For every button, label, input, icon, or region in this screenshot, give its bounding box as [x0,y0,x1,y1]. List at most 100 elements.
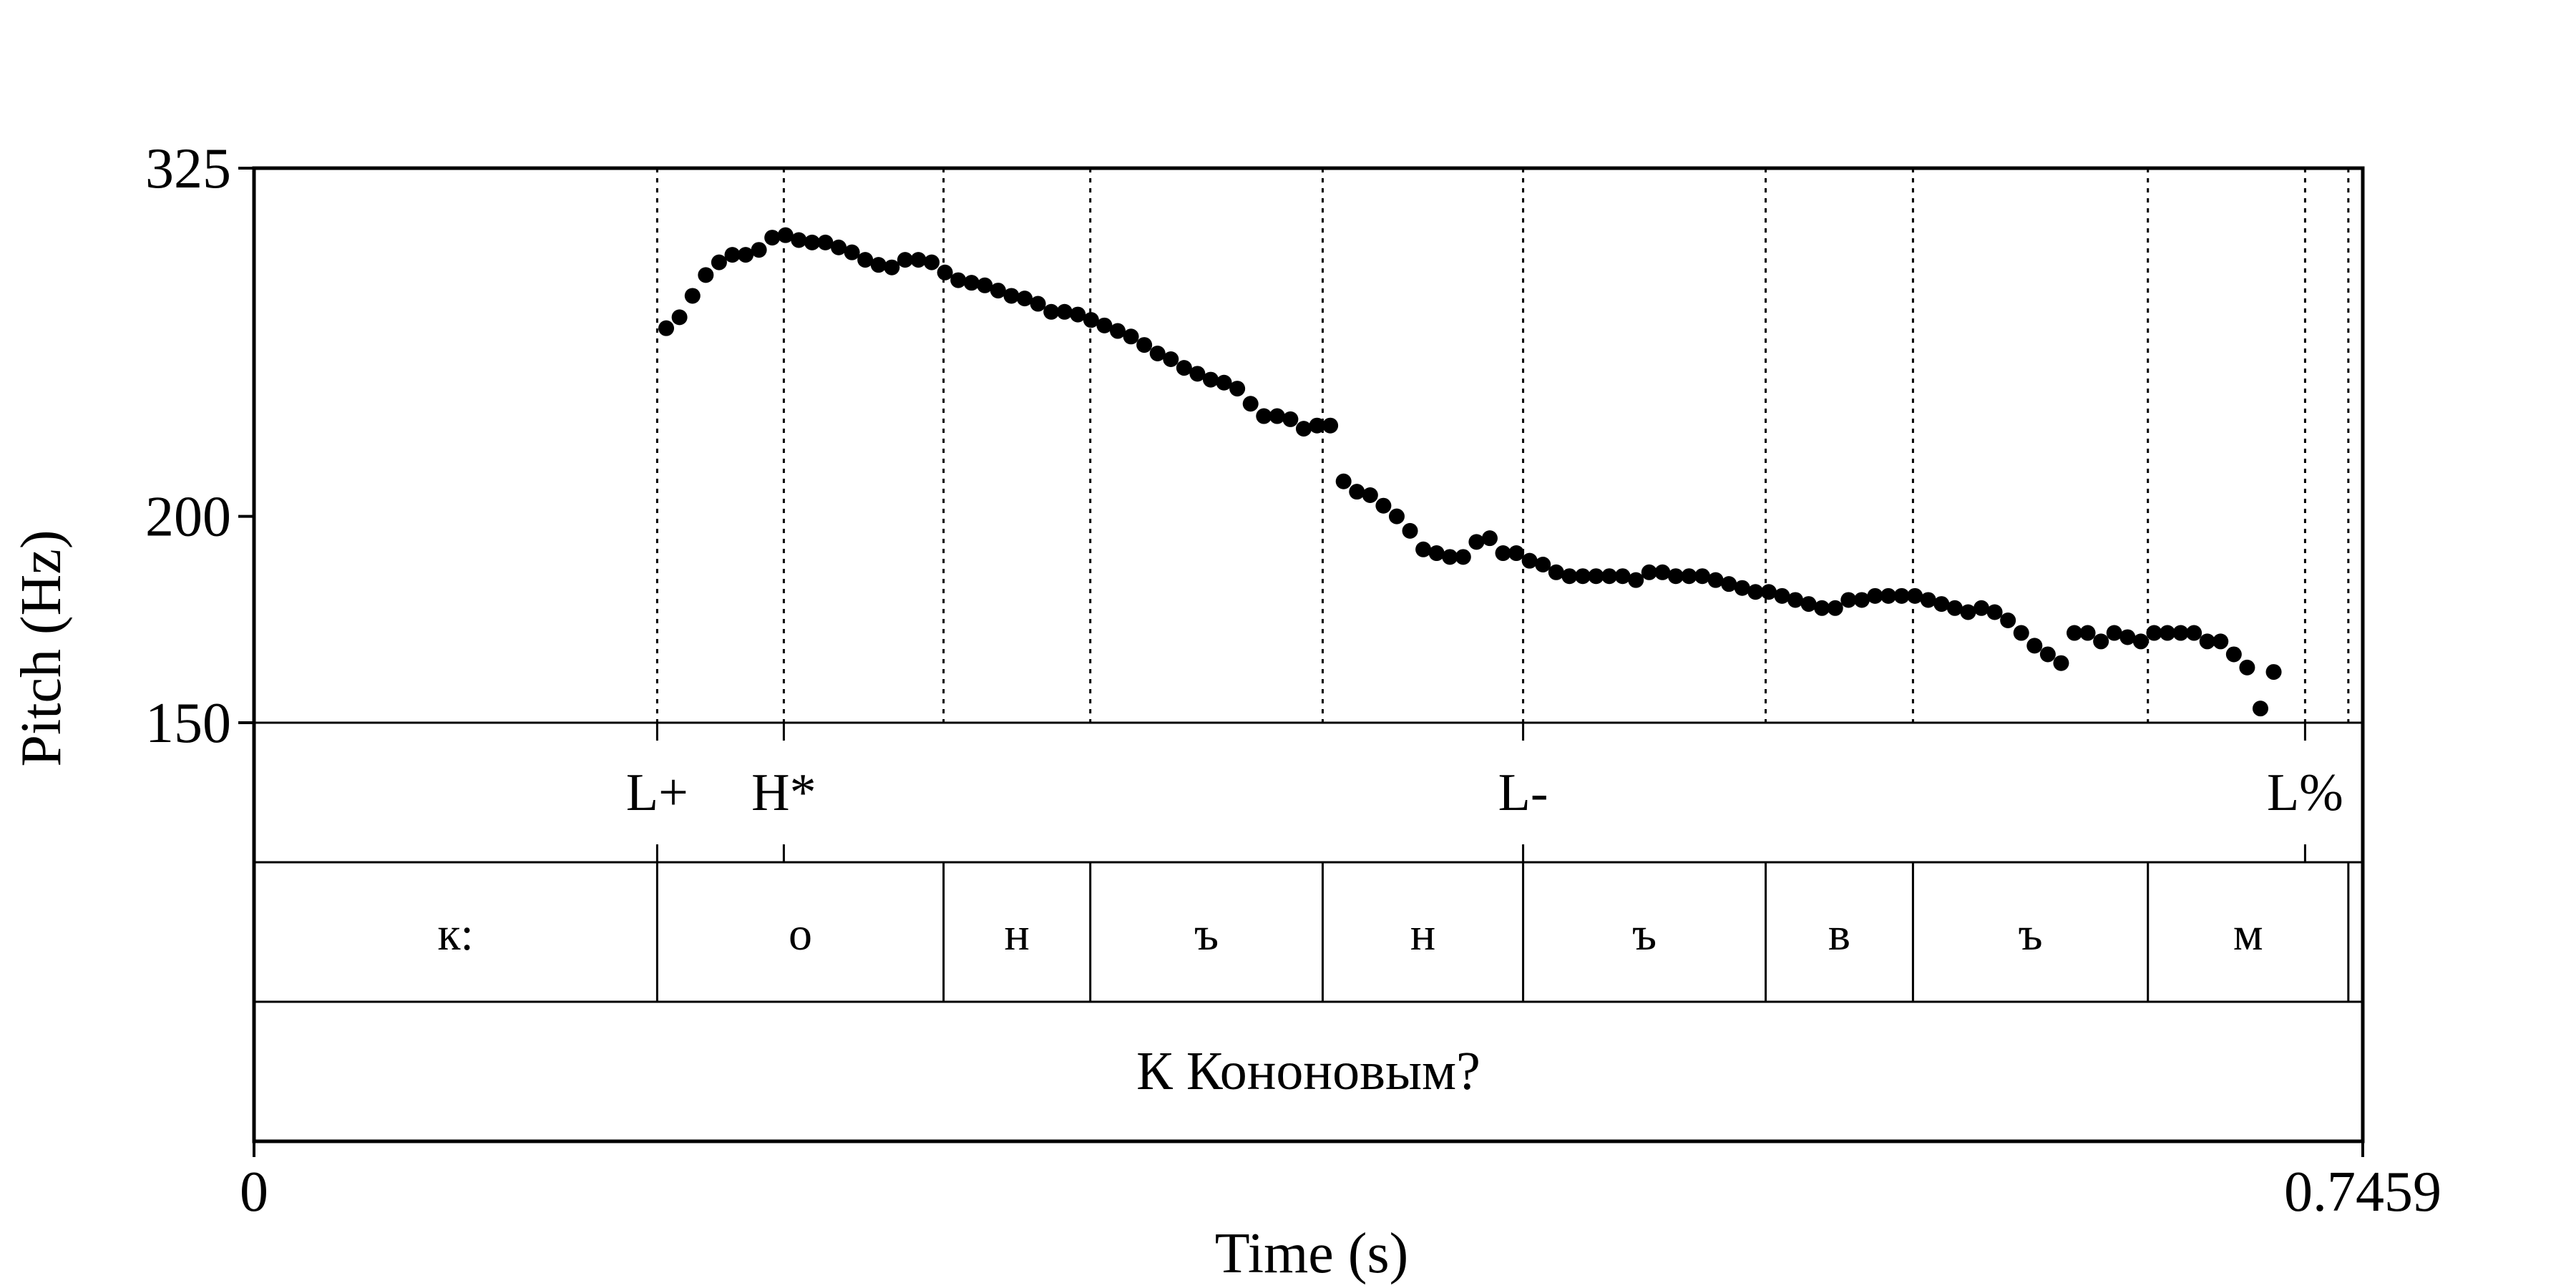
pitch-point [1787,592,1804,608]
pitch-point [1907,587,1923,604]
x-tick-label: 0.7459 [2284,1161,2441,1224]
pitch-point [2067,625,2083,641]
pitch-point [1760,584,1777,600]
segment-label: ъ [2018,908,2042,960]
y-axis-title: Pitch (Hz) [10,530,73,766]
pitch-point [2093,633,2109,650]
pitch-point [1867,587,1883,604]
pitch-point [2172,625,2189,641]
pitch-point [1734,580,1750,596]
pitch-point [937,264,953,280]
pitch-point [844,244,860,260]
pitch-point [1375,497,1392,514]
pitch-point [2239,659,2255,675]
pitch-point [1667,568,1684,585]
pitch-point [2199,633,2215,650]
pitch-point [1216,374,1232,391]
pitch-point [977,277,993,293]
pitch-point [1442,549,1458,565]
tone-label: H* [751,763,816,822]
pitch-point [1096,317,1113,333]
x-tick-label: 0 [240,1161,268,1224]
pitch-point [1136,337,1153,353]
pitch-point [698,267,714,283]
pitch-point [897,252,913,268]
pitch-point [804,234,820,250]
y-tick-label: 150 [145,692,231,755]
tone-label: L+ [626,763,688,822]
pitch-point [1747,584,1764,600]
pitch-point [1588,568,1604,585]
pitch-point [1282,411,1299,427]
pitch-point [1495,545,1511,562]
pitch-point [1202,371,1219,388]
segment-label: ъ [1632,908,1657,960]
pitch-point [1974,600,1990,616]
pitch-point [1349,484,1365,500]
segment-label: к: [437,908,473,960]
segment-label: н [1410,908,1435,960]
pitch-point [1707,572,1724,588]
segment-label: в [1828,908,1850,960]
axis-ticks: 150 200 325 0 0.7459 [145,137,2441,1224]
pitch-point [1003,288,1020,304]
pitch-point [1614,568,1631,585]
pitch-point [990,283,1006,299]
tone-label: L- [1498,763,1548,822]
pitch-point [2132,633,2149,650]
pitch-point [1468,534,1485,550]
pitch-point [684,288,701,304]
pitch-point [1561,568,1578,585]
pitch-point [738,247,754,263]
plot-frame [252,166,2365,1143]
pitch-point [910,252,927,268]
pitch-point [1853,592,1870,608]
pitch-point [857,252,874,268]
segment-label: м [2233,908,2263,960]
pitch-point [764,230,781,246]
pitch-point [2053,655,2069,671]
pitch-point [658,320,675,336]
pitch-point [1721,576,1737,592]
pitch-point [1960,604,1976,620]
segment-label: н [1004,908,1029,960]
pitch-point [2146,625,2162,641]
pitch-point [1017,291,1033,307]
pitch-point [963,275,980,291]
pitch-point [1070,306,1086,323]
pitch-point [791,232,807,248]
pitch-point [1149,345,1166,361]
pitch-point [1415,541,1432,557]
pitch-point [2225,646,2242,663]
pitch-point [777,227,794,243]
pitch-point [1176,360,1192,376]
pitch-point [1521,552,1538,569]
pitch-point [1388,508,1405,525]
pitch-point [1933,596,1950,613]
pitch-point [1056,303,1073,320]
pitch-point [1880,587,1897,604]
segment-label: о [789,908,812,960]
pitch-point [2039,646,2056,663]
pitch-point [831,239,847,255]
pitch-point [1601,568,1618,585]
y-tick-label: 325 [145,137,231,200]
pitch-point [724,247,741,263]
pitch-point [1681,568,1697,585]
pitch-point [2106,625,2122,641]
pitch-point [751,242,767,258]
pitch-point [1322,417,1339,434]
pitch-point [1030,296,1046,312]
pitch-point [1083,312,1099,328]
pitch-point [1893,587,1910,604]
pitch-point [870,257,887,273]
pitch-point [1920,592,1936,608]
pitch-point [2013,625,2029,641]
pitch-point [2000,613,2016,629]
pitch-point [2186,625,2202,641]
pitch-point [1548,564,1564,580]
pitch-point [1402,522,1418,539]
pitch-point [1242,396,1259,412]
pitch-point [950,272,967,288]
